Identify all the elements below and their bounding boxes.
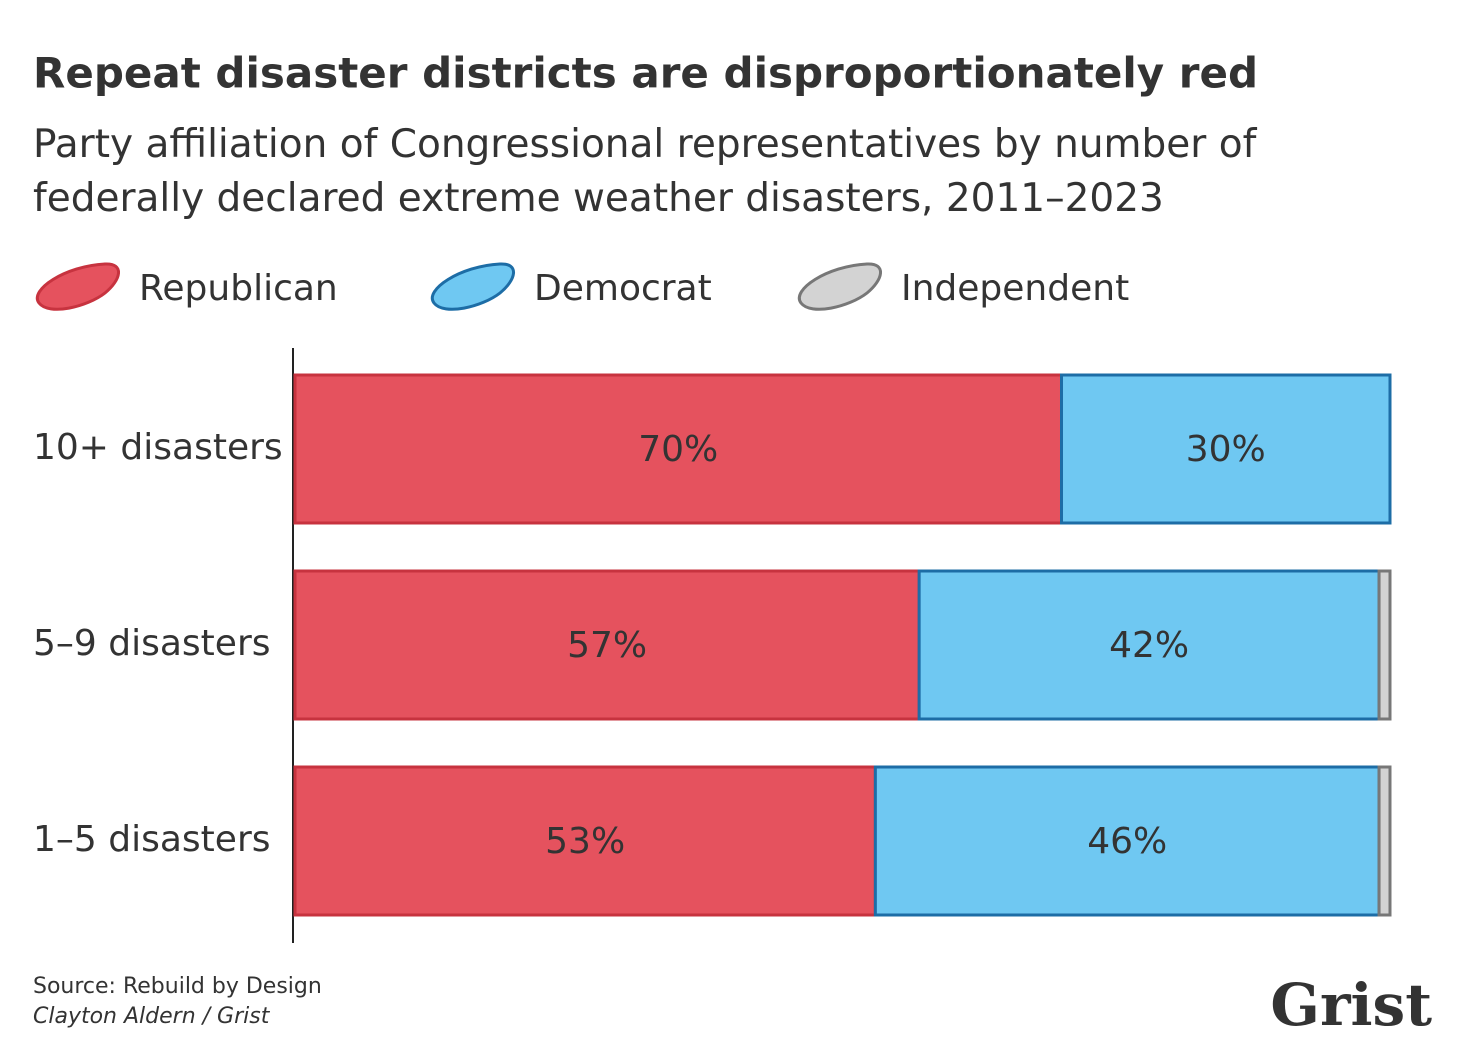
logo: Grist xyxy=(1270,971,1432,1039)
chart-title: Repeat disaster districts are disproport… xyxy=(33,49,1258,98)
y-tick-label: 1–5 disasters xyxy=(33,819,271,860)
bar-segment xyxy=(873,765,1381,917)
legend-swatch xyxy=(35,262,120,311)
value-label: 30% xyxy=(1186,429,1266,470)
legend-swatch xyxy=(797,262,882,311)
value-label: 53% xyxy=(545,821,625,862)
bar-segment xyxy=(293,373,1063,525)
subtitle-box: Party affiliation of Congressional repre… xyxy=(33,122,1257,221)
value-label: 57% xyxy=(567,625,647,666)
legend-swatch xyxy=(430,262,515,311)
y-tick-label: 5–9 disasters xyxy=(33,623,271,664)
bar-segment xyxy=(1377,765,1392,917)
chart-subtitle: Party affiliation of Congressional repre… xyxy=(33,122,1257,221)
legend-label: Republican xyxy=(139,268,338,309)
y-tick-label: 10+ disasters xyxy=(33,427,283,468)
source: Source: Rebuild by Design xyxy=(33,974,322,999)
bar-segment xyxy=(293,569,921,721)
legend-label: Independent xyxy=(901,268,1129,309)
legend-label: Democrat xyxy=(534,268,712,309)
bar-segment xyxy=(1377,569,1392,721)
bar-segment xyxy=(1060,373,1392,525)
value-label: 42% xyxy=(1109,625,1189,666)
credit: Clayton Aldern / Grist xyxy=(33,1004,271,1029)
value-label: 70% xyxy=(638,429,718,470)
value-label: 46% xyxy=(1087,821,1167,862)
